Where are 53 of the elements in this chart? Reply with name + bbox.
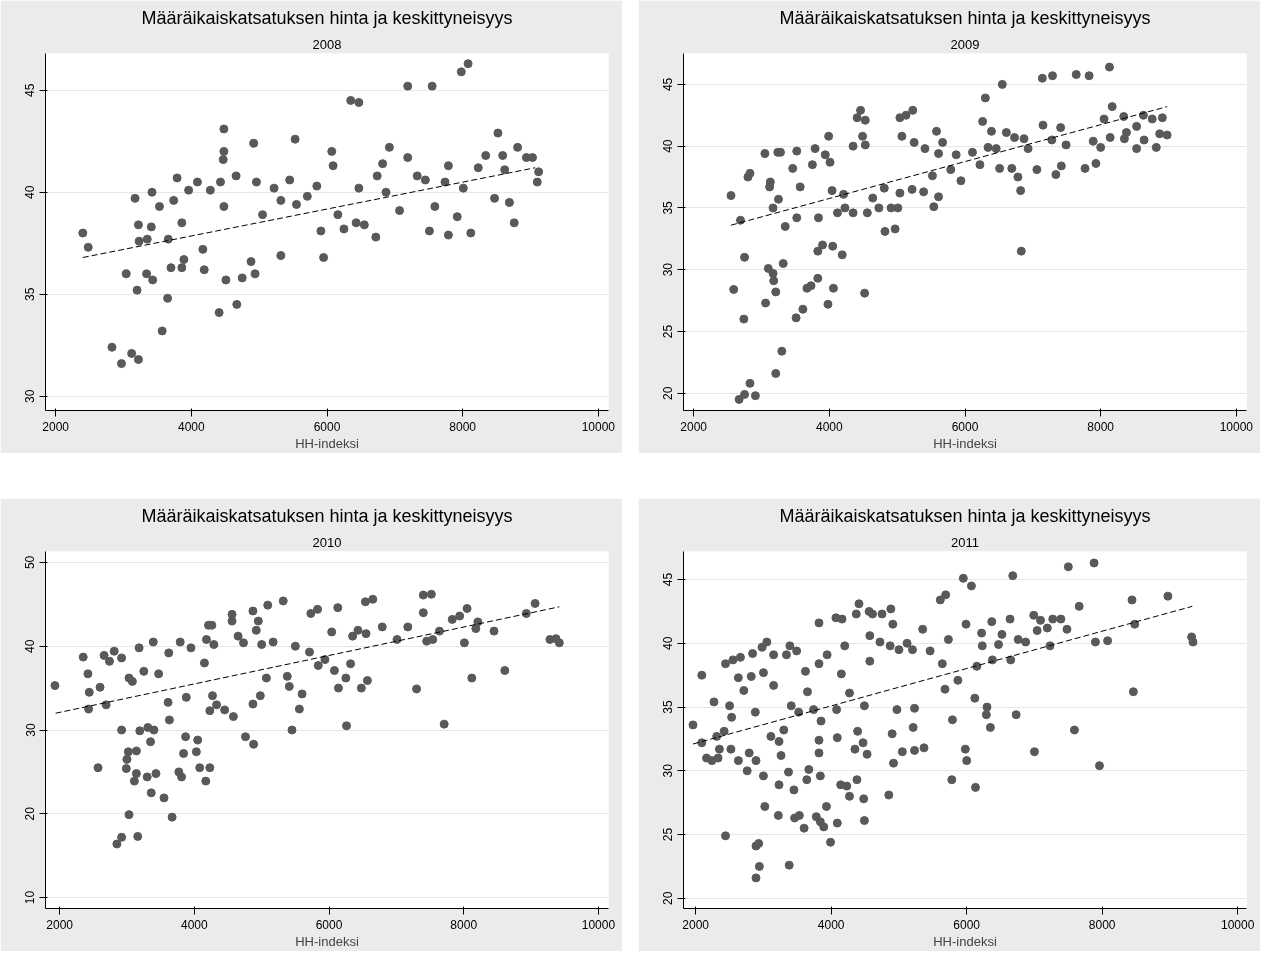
x-tick-label: 8000	[1088, 917, 1116, 932]
x-tick-label: 2000	[46, 917, 74, 932]
x-tick-label: 10000	[1219, 419, 1254, 434]
y-tick-label: 20	[661, 386, 676, 400]
y-tick-label: 45	[661, 77, 676, 92]
x-tick-label: 4000	[180, 917, 209, 932]
x-tick-label: 8000	[1087, 419, 1115, 434]
chart-subtitle: 2008	[312, 36, 342, 52]
y-tick-label: 35	[661, 200, 676, 215]
x-tick-label: 6000	[313, 419, 341, 434]
y-tick-label: 10	[23, 890, 38, 905]
x-axis-title: HH-indeksi	[295, 435, 359, 451]
chart-subtitle: 2011	[951, 534, 979, 550]
y-tick-label: 50	[23, 555, 38, 570]
x-tick-label: 4000	[815, 419, 844, 434]
x-tick-label: 10000	[581, 917, 616, 932]
x-axis-title: HH-indeksi	[295, 933, 359, 949]
chart-title: Määräikaiskatsatuksen hinta ja keskittyneisyys	[779, 7, 1151, 28]
y-tick-label: 35	[23, 287, 38, 301]
chart-title: Määräikaiskatsatuksen hinta ja keskittyneisyys	[141, 505, 513, 526]
y-tick-label: 30	[661, 763, 676, 778]
x-tick-label: 4000	[817, 917, 845, 932]
y-tick-label: 35	[661, 700, 676, 714]
x-tick-label: 8000	[449, 419, 477, 434]
x-tick-label: 8000	[450, 917, 478, 932]
chart-title: Määräikaiskatsatuksen hinta ja keskittyneisyys	[779, 505, 1151, 526]
y-tick-label: 45	[661, 572, 676, 587]
y-tick-label: 40	[661, 636, 676, 650]
y-tick-label: 40	[661, 139, 676, 153]
x-tick-label: 2000	[682, 917, 710, 932]
y-tick-label: 20	[23, 806, 38, 821]
chart-title: Määräikaiskatsatuksen hinta ja keskittyneisyys	[141, 7, 513, 28]
y-tick-label: 30	[23, 723, 38, 737]
x-axis-title: HH-indeksi	[933, 435, 997, 451]
x-tick-label: 2000	[680, 419, 708, 434]
y-tick-label: 40	[23, 639, 38, 653]
x-tick-label: 10000	[581, 419, 616, 434]
chart-subtitle: 2009	[950, 36, 980, 52]
x-tick-label: 10000	[1221, 917, 1255, 932]
x-tick-label: 6000	[951, 419, 979, 434]
x-tick-label: 6000	[953, 917, 981, 932]
y-tick-label: 30	[661, 262, 676, 277]
y-tick-label: 40	[23, 185, 38, 199]
y-tick-label: 30	[23, 389, 38, 403]
x-tick-label: 4000	[177, 419, 206, 434]
x-tick-label: 6000	[315, 917, 343, 932]
x-axis-title: HH-indeksi	[933, 933, 997, 949]
x-tick-label: 2000	[42, 419, 70, 434]
y-tick-label: 45	[23, 83, 38, 97]
y-tick-label: 25	[661, 827, 676, 842]
y-tick-label: 25	[661, 324, 676, 339]
chart-subtitle: 2010	[312, 534, 342, 550]
y-tick-label: 20	[661, 891, 676, 905]
